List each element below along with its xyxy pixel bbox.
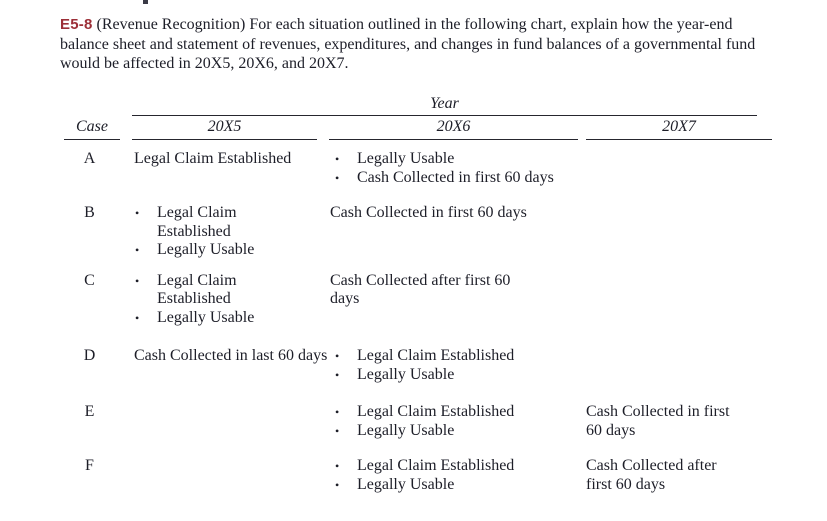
item-text: Cash Collected after first 60 days	[330, 271, 511, 308]
item-text: Legally Usable	[157, 308, 255, 326]
item-text: Cash Collected in first 60 days	[357, 168, 554, 186]
column-header-case: Case	[64, 118, 120, 140]
exercise-text: (Revenue Recognition) For each situation…	[60, 16, 756, 72]
cell-e-x7: Cash Collected in first 60 days	[586, 403, 772, 440]
cell-d-x5: Cash Collected in last 60 days	[132, 347, 329, 366]
chart-row-case-d: D Cash Collected in last 60 days • Legal Cl…	[0, 347, 827, 384]
exercise-intro-paragraph: E5-8 (Revenue Recognition) For each situ…	[60, 15, 774, 74]
item-text: Cash Collected in last 60 days	[134, 347, 328, 364]
item-text: Legal Claim Established	[134, 150, 292, 167]
column-header-20x5: 20X5	[132, 118, 317, 140]
item-text: Legally Usable	[357, 475, 455, 493]
cell-e-x6: • Legal Claim Established • Legally Usable	[329, 403, 586, 440]
item-text: Cash Collected in first 60 days	[330, 204, 527, 221]
situations-chart-body: A Legal Claim Established • Legally Usable •…	[0, 150, 827, 494]
cell-c-x5: • Legal Claim Established • Legally Usable	[132, 272, 329, 328]
bullet-icon: •	[135, 310, 140, 325]
item-text: Legal Claim Established	[357, 347, 515, 364]
cell-d-x6: • Legal Claim Established • Legally Usable	[329, 347, 586, 384]
item-text: Legally Usable	[357, 150, 455, 167]
bullet-icon: •	[335, 477, 340, 492]
cell-a-x5: Legal Claim Established	[132, 150, 329, 169]
item-text: Legal Claim Established	[157, 204, 237, 240]
case-letter: B	[84, 204, 95, 221]
bullet-icon: •	[335, 349, 340, 363]
case-letter: A	[83, 150, 96, 167]
cell-a-x6: • Legally Usable • Cash Collected in first …	[329, 150, 586, 187]
case-letter: E	[84, 403, 95, 420]
bullet-item: • Legally Usable	[329, 476, 586, 495]
cell-f-x6: • Legal Claim Established • Legally Usable	[329, 457, 586, 494]
bullet-icon: •	[335, 459, 340, 473]
bullet-icon: •	[135, 273, 140, 288]
chart-row-case-f: F • Legal Claim Established • Legally Usable…	[0, 457, 827, 494]
bullet-item: • Legally Usable	[132, 309, 329, 328]
case-letter: C	[84, 271, 95, 289]
item-text: Legally Usable	[357, 365, 455, 383]
bullet-icon: •	[335, 170, 340, 185]
bullet-item: • Legal Claim Established	[132, 272, 329, 309]
item-text: Cash Collected in first 60 days	[586, 403, 730, 439]
chart-row-case-a: A Legal Claim Established • Legally Usable •…	[0, 150, 827, 187]
cell-b-x6: Cash Collected in first 60 days	[329, 204, 586, 223]
chart-row-case-c: C • Legal Claim Established • Legally Usable…	[0, 272, 827, 328]
item-text: Legal Claim Established	[157, 271, 237, 308]
bullet-icon: •	[135, 243, 140, 257]
cell-b-x5: • Legal Claim Established • Legally Usable	[132, 204, 329, 260]
exercise-code: E5-8	[60, 16, 93, 33]
column-header-20x6: 20X6	[329, 118, 578, 140]
item-text: Cash Collected after first 60 days	[586, 457, 717, 493]
item-text: Legally Usable	[157, 241, 255, 258]
bullet-icon: •	[335, 405, 340, 419]
year-spanner-heading: Year	[430, 95, 459, 112]
bullet-item: • Legally Usable	[132, 241, 329, 260]
bullet-item: • Legal Claim Established	[329, 403, 586, 422]
chart-row-case-e: E • Legal Claim Established • Legally Usable…	[0, 403, 827, 440]
bullet-item: • Legally Usable	[329, 422, 586, 441]
year-spanner-rule	[132, 115, 757, 116]
bullet-item: • Legal Claim Established	[329, 347, 586, 366]
bullet-item: • Legally Usable	[329, 150, 586, 169]
cell-c-x6: Cash Collected after first 60 days	[329, 272, 586, 309]
bullet-icon: •	[135, 206, 140, 220]
bullet-item: • Legally Usable	[329, 366, 586, 385]
bullet-item: • Legal Claim Established	[132, 204, 329, 241]
item-text: Legal Claim Established	[357, 403, 515, 420]
item-text: Legally Usable	[357, 421, 455, 439]
bullet-item: • Cash Collected in first 60 days	[329, 169, 586, 188]
cut-off-text-fragment	[143, 0, 148, 4]
bullet-icon: •	[335, 152, 340, 166]
bullet-icon: •	[335, 423, 340, 438]
cell-f-x7: Cash Collected after first 60 days	[586, 457, 772, 494]
item-text: Legal Claim Established	[357, 457, 515, 474]
chart-row-case-b: B • Legal Claim Established • Legally Usable…	[0, 204, 827, 260]
case-letter: D	[83, 347, 96, 364]
column-header-20x7: 20X7	[586, 118, 772, 140]
case-letter: F	[85, 457, 94, 474]
bullet-icon: •	[335, 367, 340, 382]
bullet-item: • Legal Claim Established	[329, 457, 586, 476]
